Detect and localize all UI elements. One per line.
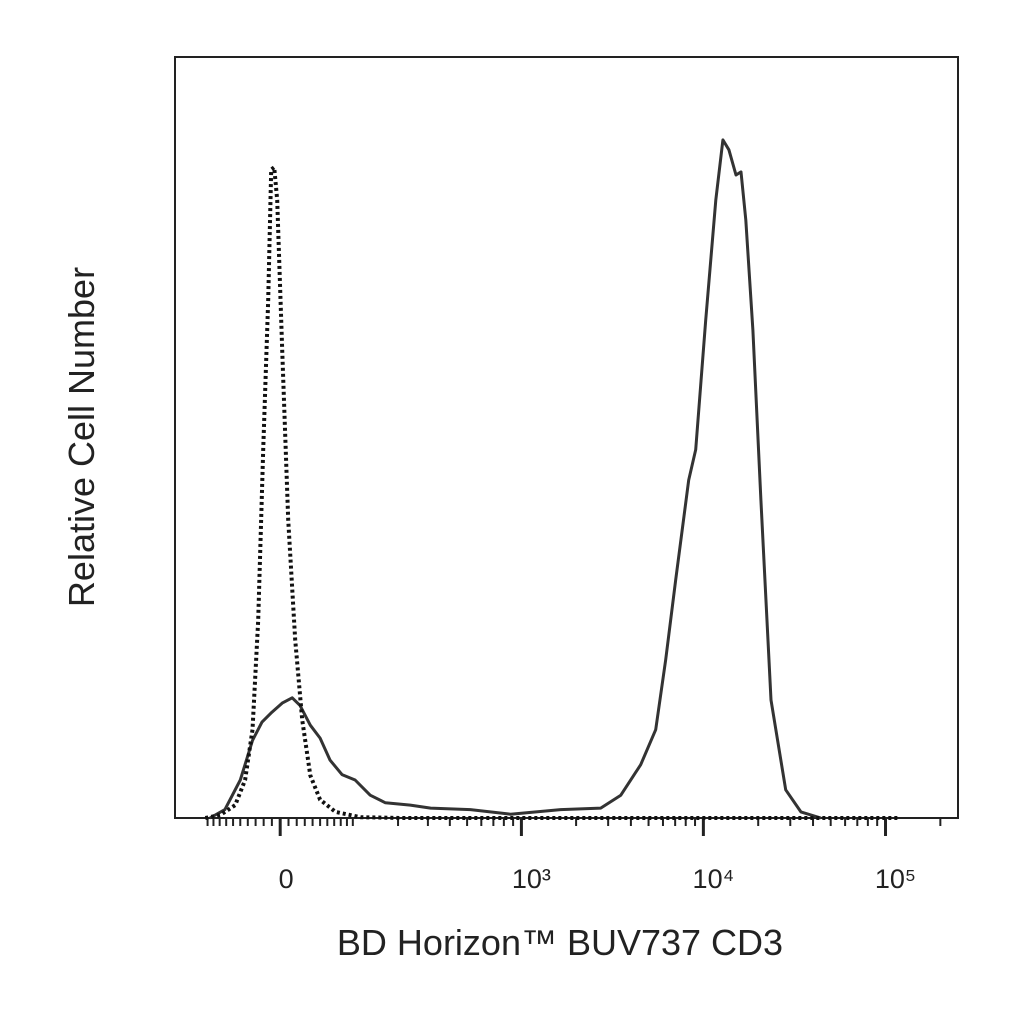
histogram-line — [209, 138, 822, 820]
x-axis-title: BD Horizon™ BUV737 CD3 — [337, 922, 783, 963]
x-tick-label: 10⁵ — [875, 864, 916, 894]
x-tick-label: 10³ — [512, 864, 551, 894]
y-axis-title: Relative Cell Number — [61, 267, 102, 607]
x-tick-label: 0 — [279, 864, 294, 894]
plot-frame — [174, 56, 959, 819]
x-tick-label: 10⁴ — [693, 864, 735, 894]
histogram-line — [204, 165, 900, 820]
